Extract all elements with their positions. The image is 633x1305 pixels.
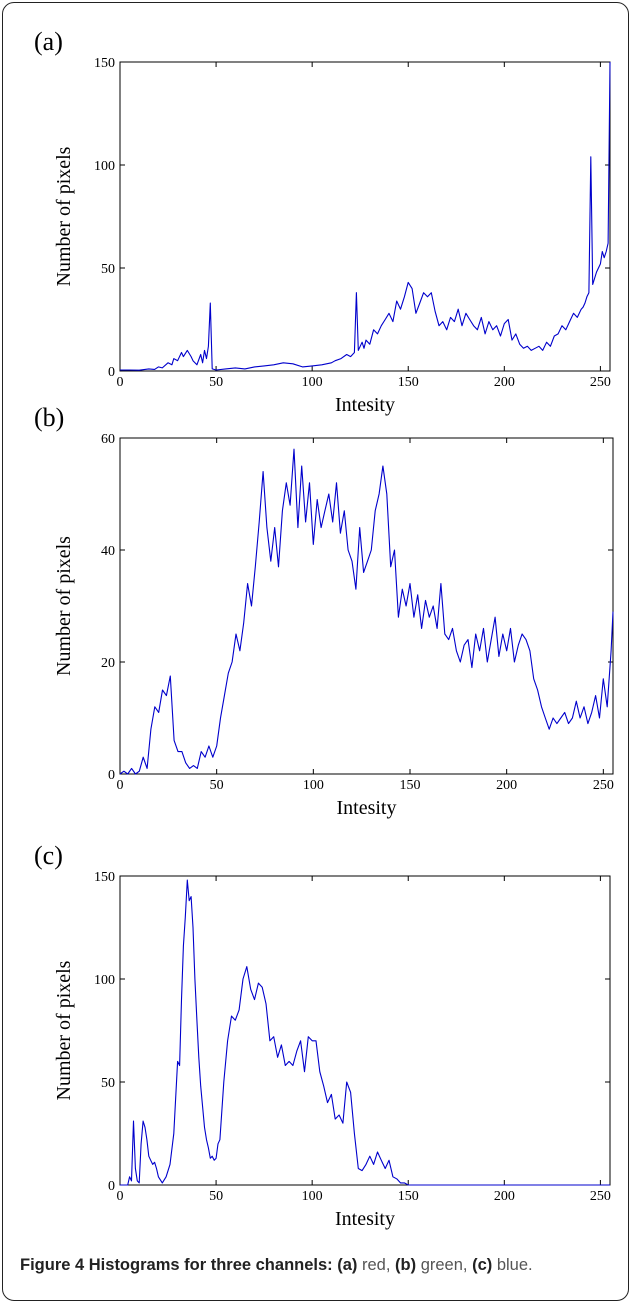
y-tick-label-a-0: 0 xyxy=(108,365,115,380)
x-tick-label-c-4: 200 xyxy=(494,1189,515,1204)
y-tick-label-a-2: 100 xyxy=(94,159,115,174)
x-axis-label-c: Intesity xyxy=(335,1208,395,1230)
x-tick-label-b-3: 150 xyxy=(400,778,421,793)
figure-caption: Figure 4 Histograms for three channels: … xyxy=(20,1254,620,1276)
x-tick-label-c-5: 250 xyxy=(590,1189,611,1204)
x-tick-label-c-2: 100 xyxy=(302,1189,323,1204)
plot-area-b xyxy=(119,437,614,775)
histogram-line-a xyxy=(120,61,611,371)
x-tick-label-a-0: 0 xyxy=(117,375,124,390)
y-axis-label-c: Number of pixels xyxy=(53,960,75,1100)
y-tick-label-c-1: 50 xyxy=(101,1076,115,1091)
x-tick-label-b-4: 200 xyxy=(496,778,517,793)
caption-c-label: (c) xyxy=(472,1256,493,1274)
x-tick-label-a-4: 200 xyxy=(494,375,515,390)
x-axis-label-a: Intesity xyxy=(335,394,395,416)
x-tick-label-a-1: 50 xyxy=(209,375,223,390)
y-tick-label-c-3: 150 xyxy=(94,870,115,885)
panel-label-b: (b) xyxy=(34,403,64,432)
histogram-line-b xyxy=(119,448,614,775)
caption-a-label: (a) xyxy=(337,1256,358,1274)
y-tick-label-a-1: 50 xyxy=(101,262,115,277)
histogram-line-c xyxy=(120,879,610,1186)
caption-lead: Figure 4 Histograms for three channels: xyxy=(20,1256,333,1274)
y-axis-label-a: Number of pixels xyxy=(53,146,75,286)
panel-label-c: (c) xyxy=(34,841,63,870)
plot-area-c xyxy=(119,875,611,1186)
y-tick-label-b-1: 20 xyxy=(101,656,115,671)
y-tick-label-c-2: 100 xyxy=(94,973,115,988)
x-tick-label-a-2: 100 xyxy=(302,375,323,390)
y-tick-label-b-3: 60 xyxy=(101,432,115,447)
x-tick-label-c-1: 50 xyxy=(209,1189,223,1204)
x-tick-label-c-0: 0 xyxy=(117,1189,124,1204)
plot-area-a xyxy=(119,61,611,372)
y-axis-label-b: Number of pixels xyxy=(53,536,75,676)
caption-a-text: red, xyxy=(357,1256,396,1274)
caption-b-label: (b) xyxy=(395,1256,417,1274)
caption-b-text: green, xyxy=(416,1256,473,1274)
caption-c-text: blue. xyxy=(492,1256,533,1274)
panel-label-a: (a) xyxy=(34,27,63,56)
x-tick-label-c-3: 150 xyxy=(398,1189,419,1204)
x-tick-label-b-0: 0 xyxy=(117,778,124,793)
x-tick-label-b-2: 100 xyxy=(303,778,324,793)
x-tick-label-b-5: 250 xyxy=(593,778,614,793)
x-tick-label-a-5: 250 xyxy=(590,375,611,390)
y-tick-label-c-0: 0 xyxy=(108,1179,115,1194)
y-tick-label-b-0: 0 xyxy=(108,768,115,783)
y-tick-label-a-3: 150 xyxy=(94,56,115,71)
y-tick-label-b-2: 40 xyxy=(101,544,115,559)
x-tick-label-a-3: 150 xyxy=(398,375,419,390)
x-axis-label-b: Intesity xyxy=(337,797,397,819)
x-tick-label-b-1: 50 xyxy=(210,778,224,793)
